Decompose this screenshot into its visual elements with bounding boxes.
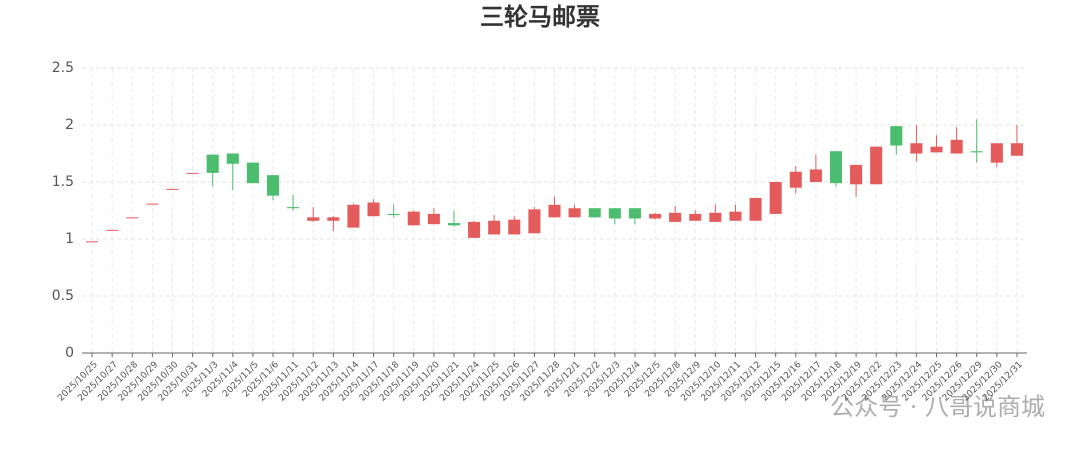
- candle-body: [548, 204, 561, 218]
- y-tick-label: 2: [65, 117, 74, 133]
- candle-body: [367, 202, 380, 217]
- candle-body: [347, 204, 360, 228]
- candle-body: [669, 212, 682, 222]
- candle-body: [126, 217, 139, 219]
- candle-body: [226, 153, 239, 164]
- candle-body: [146, 203, 159, 205]
- candle-body: [628, 208, 641, 219]
- candle-body: [850, 164, 863, 185]
- candle-body: [568, 208, 581, 218]
- candle-body: [186, 172, 199, 174]
- candle-body: [910, 143, 923, 154]
- y-tick-label: 0: [65, 345, 74, 361]
- y-tick-label: 0.5: [52, 288, 74, 304]
- candle-body: [488, 220, 501, 235]
- candle-body: [588, 208, 601, 218]
- candle-body: [608, 208, 621, 219]
- candle-body: [930, 146, 943, 153]
- candle-body: [1010, 143, 1023, 156]
- candle-body: [468, 221, 481, 238]
- candle-body: [246, 162, 259, 184]
- candle-body: [950, 139, 963, 154]
- candle-body: [829, 151, 843, 184]
- candle-body: [729, 211, 742, 221]
- candle-body: [749, 197, 762, 221]
- candle-body: [689, 213, 702, 221]
- candle-body: [447, 223, 460, 226]
- candle-body: [709, 212, 722, 222]
- candle-body: [387, 213, 400, 216]
- candle-body: [809, 169, 822, 182]
- y-tick-label: 1: [65, 231, 74, 247]
- y-tick-label: 2.5: [52, 60, 74, 76]
- candle-body: [649, 213, 662, 219]
- candle-body: [528, 209, 541, 234]
- candle-body: [789, 171, 802, 188]
- candle-body: [266, 175, 280, 196]
- candle-body: [508, 219, 521, 235]
- candle-body: [890, 126, 903, 146]
- chart-title: 三轮马邮票: [480, 3, 600, 31]
- candle-body: [327, 217, 340, 221]
- candle-body: [870, 146, 883, 185]
- y-tick-label: 1.5: [52, 174, 74, 190]
- candle-body: [86, 241, 99, 243]
- candle-body: [106, 229, 119, 231]
- candle-body: [307, 217, 320, 221]
- candle-body: [769, 182, 782, 214]
- candle-body: [990, 143, 1003, 163]
- candle-body: [287, 207, 300, 209]
- candle-body: [407, 211, 420, 226]
- candle-body: [427, 213, 440, 225]
- candle-body: [206, 154, 219, 173]
- candle-body: [166, 188, 179, 190]
- candle-body: [970, 151, 983, 153]
- watermark: 公众号 · 八哥说商城: [830, 393, 1045, 421]
